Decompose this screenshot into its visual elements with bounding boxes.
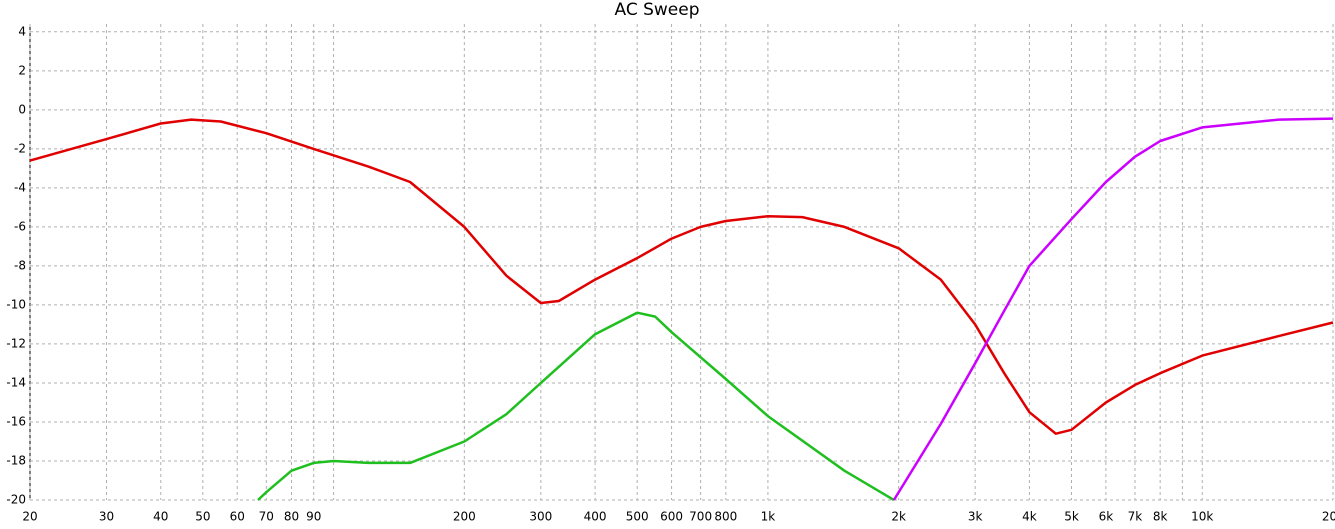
x-tick-label: 20 — [22, 510, 37, 524]
y-tick-label: -2 — [14, 141, 26, 155]
series-line — [29, 118, 1334, 435]
x-tick-label: 60 — [230, 510, 245, 524]
x-tick-label: 4k — [1022, 510, 1037, 524]
x-tick-label: 7k — [1128, 510, 1143, 524]
x-tick-label: 800 — [714, 510, 737, 524]
x-tick-label: 10k — [1191, 510, 1213, 524]
x-tick-label: 2k — [891, 510, 906, 524]
x-tick-label: 500 — [626, 510, 649, 524]
x-tick-label: 70 — [259, 510, 274, 524]
y-tick-label: -6 — [14, 219, 26, 233]
x-tick-label: 50 — [195, 510, 210, 524]
y-tick-label: -14 — [6, 375, 26, 389]
y-tick-label: 0 — [18, 102, 26, 116]
y-tick-label: -10 — [6, 297, 26, 311]
x-tick-label: 300 — [529, 510, 552, 524]
y-tick-label: -18 — [6, 453, 26, 467]
x-tick-label: 1k — [761, 510, 776, 524]
series-line — [257, 311, 895, 502]
x-tick-label: 90 — [306, 510, 321, 524]
y-tick-label: -12 — [6, 336, 26, 350]
series-line — [892, 117, 1334, 501]
y-tick-label: -20 — [6, 493, 26, 507]
x-tick-label: 600 — [660, 510, 683, 524]
x-tick-label: 400 — [584, 510, 607, 524]
x-tick-label: 200 — [453, 510, 476, 524]
x-tick-label: 700 — [689, 510, 712, 524]
y-tick-label: -16 — [6, 414, 26, 428]
x-tick-label: 30 — [99, 510, 114, 524]
x-tick-label: 3k — [968, 510, 983, 524]
x-tick-label: 80 — [284, 510, 299, 524]
y-tick-label: 4 — [18, 24, 26, 38]
y-tick-label: -4 — [14, 180, 26, 194]
x-tick-label: 20k — [1322, 510, 1335, 524]
chart-title: AC Sweep — [614, 0, 699, 20]
y-tick-label: -8 — [14, 258, 26, 272]
y-tick-label: 2 — [18, 63, 26, 77]
x-tick-label: 5k — [1064, 510, 1079, 524]
x-tick-label: 8k — [1153, 510, 1168, 524]
x-tick-label: 6k — [1099, 510, 1114, 524]
x-tick-label: 40 — [153, 510, 168, 524]
